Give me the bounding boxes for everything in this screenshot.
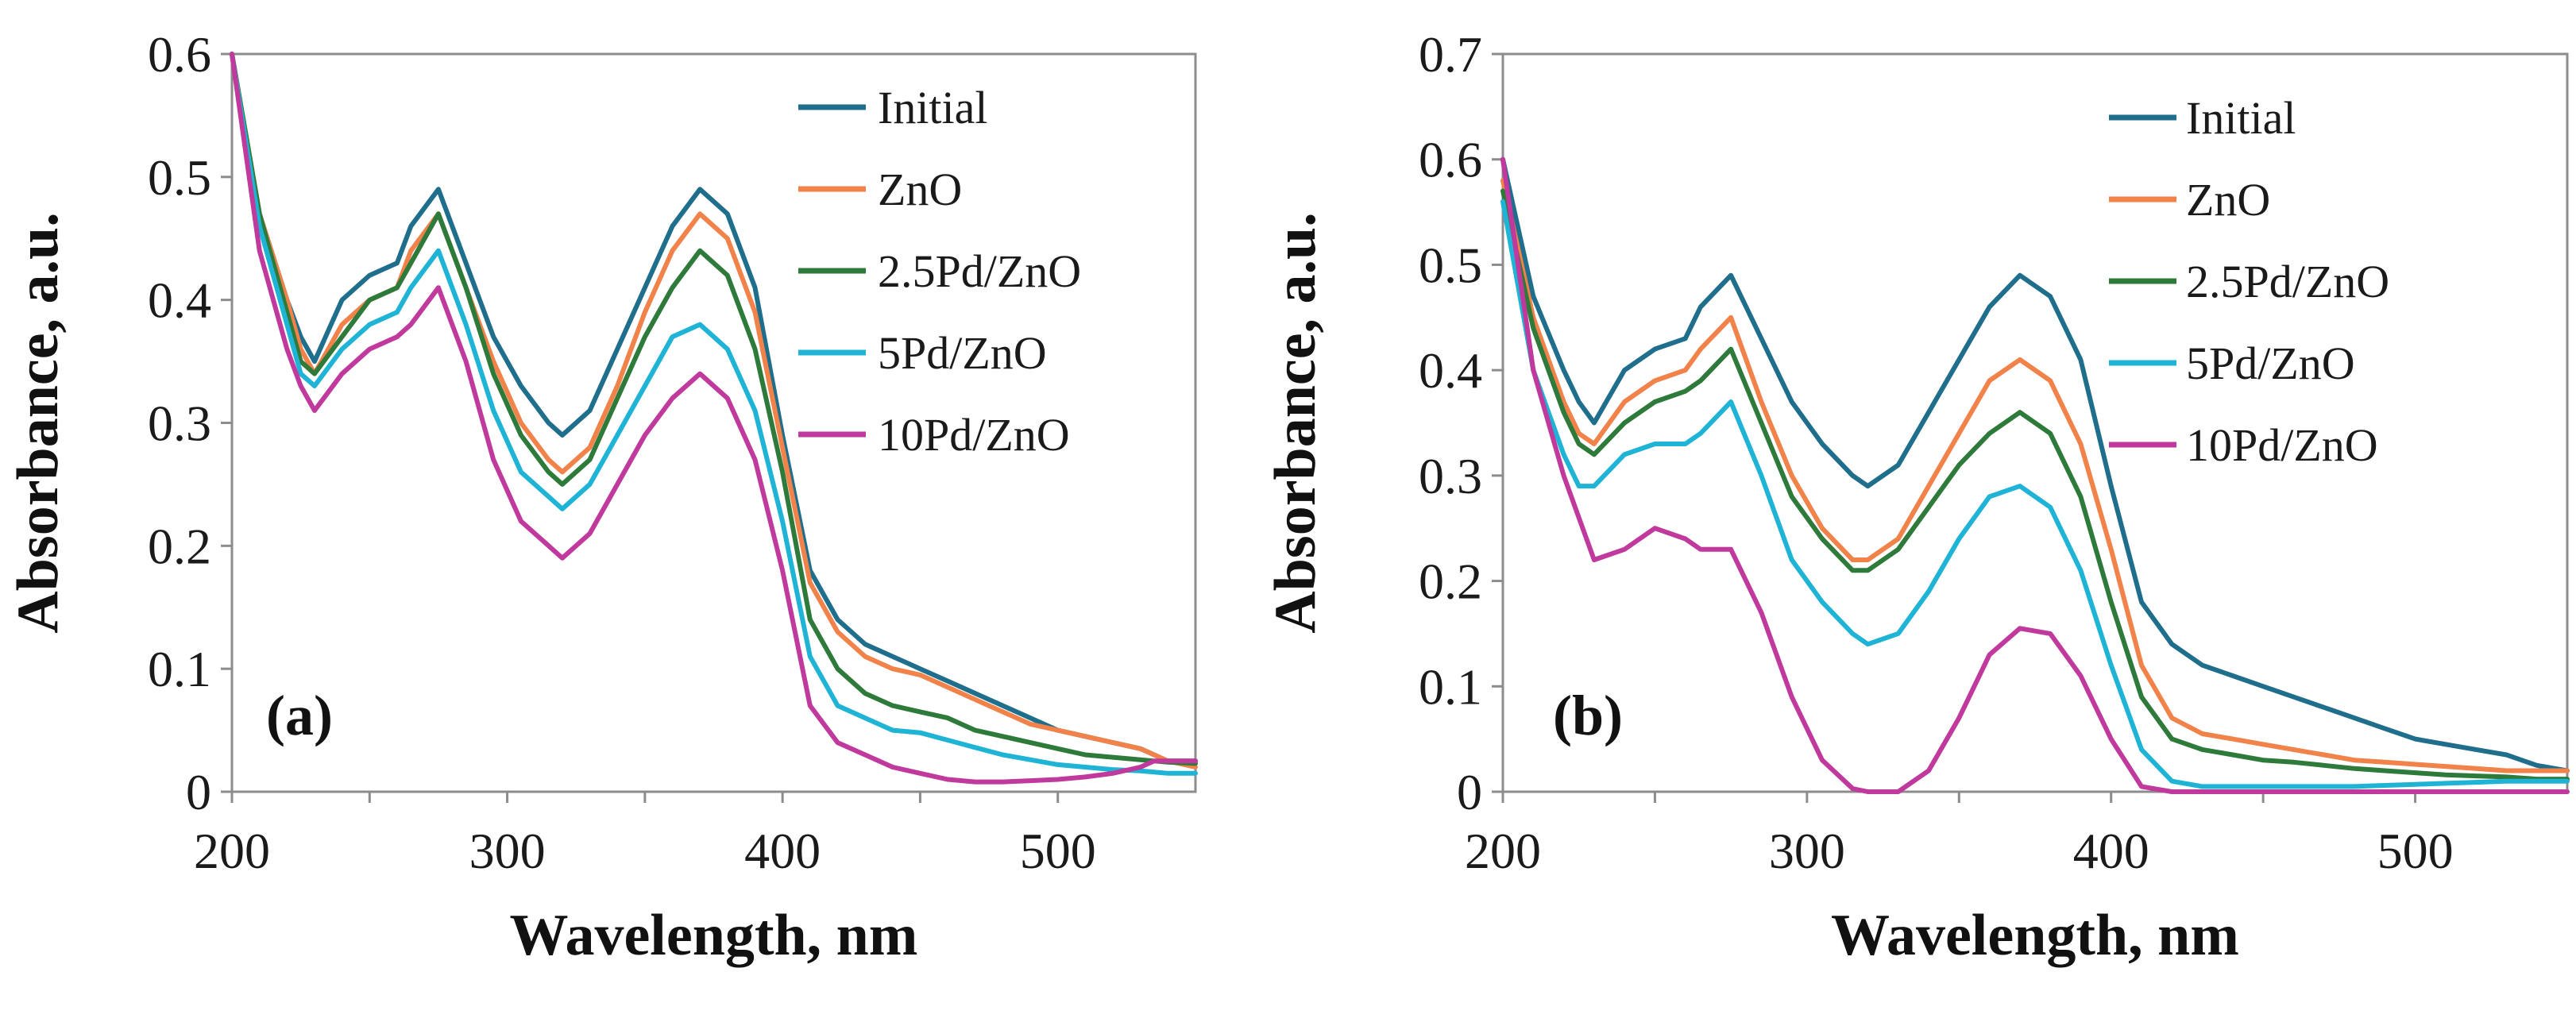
panel-a-legend-label: 5Pd/ZnO <box>878 327 1047 379</box>
panel-a-chart: 0 0.1 0.2 0.3 0.4 0.5 0.6 200 300 400 500 Initial Zn… <box>6 26 1198 968</box>
panel-a-y-tick-label: 0.1 <box>148 641 211 697</box>
panel-b-legend-label: 10Pd/ZnO <box>2186 419 2378 471</box>
panel-a-series-line-initial <box>230 52 1198 764</box>
panel-a-legend-label: 10Pd/ZnO <box>878 409 1070 461</box>
panel-b-x-tick-label: 500 <box>2377 823 2454 879</box>
panel-a-y-tick-label: 0.6 <box>148 26 211 83</box>
panel-b-x-tick-label: 300 <box>1769 823 1845 879</box>
panel-b-y-tick-label: 0.4 <box>1419 342 1482 399</box>
panel-a-legend-label: 2.5Pd/ZnO <box>878 245 1081 297</box>
panel-a-x-tick-label: 200 <box>194 823 270 879</box>
panel-a-y-tick-label: 0.4 <box>148 272 211 329</box>
panel-b-legend-label: Initial <box>2186 92 2296 144</box>
panel-b-legend-label: 2.5Pd/ZnO <box>2186 256 2389 307</box>
panel-b-x-axis-title: Wavelength, nm <box>1831 903 2239 968</box>
panel-b-chart: 0 0.1 0.2 0.3 0.4 0.5 0.6 0.7 200 300 400 500 Initia… <box>1263 26 2570 968</box>
panel-b-y-tick-label: 0.3 <box>1419 448 1482 504</box>
panel-a-x-tick-label: 300 <box>469 823 546 879</box>
panel-a-series-line-5pd-zno <box>230 52 1198 776</box>
panel-a-legend-label: Initial <box>878 82 988 133</box>
panel-b-y-tick-label: 0 <box>1457 764 1482 820</box>
panel-b-series-line-10pd-zno <box>1500 156 2570 794</box>
panel-b-series-line-2-5pd-zno <box>1500 188 2570 782</box>
panel-a-y-tick-label: 0.5 <box>148 149 211 206</box>
panel-b-legend-label: 5Pd/ZnO <box>2186 338 2355 389</box>
panel-b-panel-label: (b) <box>1553 684 1623 747</box>
panel-a-y-tick-label: 0.3 <box>148 395 211 452</box>
panel-a-y-axis-title: Absorbance, a.u. <box>6 212 71 633</box>
panel-a-series-line-10pd-zno <box>230 52 1198 785</box>
panel-b-series-line-5pd-zno <box>1500 199 2570 789</box>
panel-a-x-axis-title: Wavelength, nm <box>510 903 918 968</box>
panel-a-x-tick-label: 500 <box>1020 823 1096 879</box>
panel-b-x-tick-label: 200 <box>1465 823 1541 879</box>
panel-b-series-line-initial <box>1500 156 2570 773</box>
panel-b-y-tick-label: 0.7 <box>1419 26 1482 83</box>
panel-a-y-tick-label: 0 <box>186 764 211 820</box>
panel-b-plot-area <box>1501 52 2569 793</box>
panel-a-x-tick-label: 400 <box>744 823 821 879</box>
panel-b-y-tick-label: 0.6 <box>1419 132 1482 188</box>
panel-b-y-tick-label: 0.5 <box>1419 237 1482 293</box>
panel-a-panel-label: (a) <box>266 684 333 747</box>
panel-b-y-tick-label: 0.1 <box>1419 658 1482 715</box>
panel-b-y-axis-title: Absorbance, a.u. <box>1263 212 1328 633</box>
panel-b-series-line-zno <box>1500 178 2570 773</box>
panel-a-series-line-2-5pd-zno <box>230 52 1198 766</box>
panel-b-x-tick-label: 400 <box>2073 823 2149 879</box>
panel-a-legend-label: ZnO <box>878 164 962 215</box>
panel-b-legend-label: ZnO <box>2186 174 2270 226</box>
panel-b-y-tick-label: 0.2 <box>1419 554 1482 610</box>
panel-a-y-tick-label: 0.2 <box>148 518 211 574</box>
